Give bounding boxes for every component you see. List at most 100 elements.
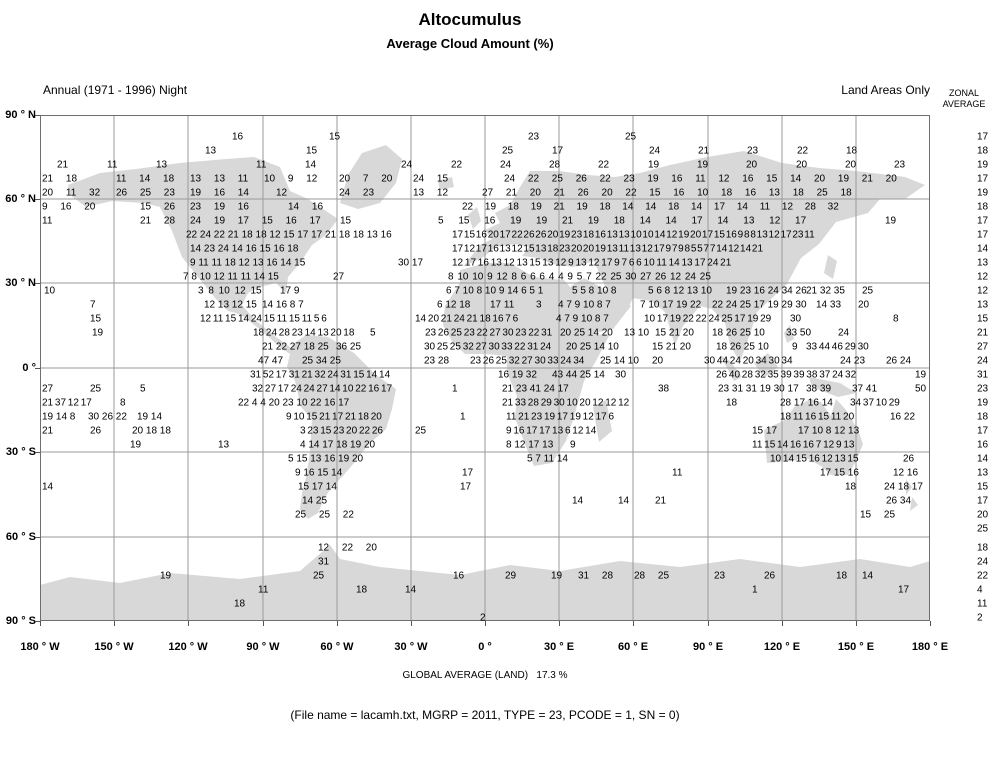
cloud-amount-value: 19	[885, 215, 897, 227]
cloud-amount-value: 28 25	[634, 570, 670, 582]
cloud-amount-value: 13	[218, 439, 230, 451]
coverage-annotation: Land Areas Only	[841, 83, 930, 97]
cloud-amount-value: 4 14 17 18 19 20	[300, 439, 376, 451]
longitude-tick	[559, 621, 560, 626]
cloud-amount-value: 23 19 16	[190, 201, 249, 213]
cloud-amount-value: 47 47	[258, 355, 284, 367]
latitude-axis-label: 30 ° S	[5, 446, 36, 458]
cloud-amount-value: 19	[130, 439, 142, 451]
cloud-amount-value: 11	[258, 584, 269, 596]
cloud-amount-value: 30	[790, 313, 802, 325]
cloud-amount-value: 25	[625, 131, 637, 143]
zonal-average-value: 13	[977, 257, 989, 269]
cloud-amount-value: 14	[305, 159, 317, 171]
zonal-average-header-line2: AVERAGE	[942, 99, 986, 109]
zonal-average-value: 15	[977, 313, 989, 325]
cloud-amount-value: 6 12 18	[437, 299, 471, 311]
cloud-amount-value: 19 14 8	[42, 411, 76, 423]
cloud-amount-value: 20	[858, 299, 870, 311]
cloud-amount-value: 9 16 20	[42, 201, 96, 213]
zonal-average-value: 17	[977, 173, 989, 185]
cloud-amount-value: 22 4 4 20 23 10 22 16 17	[238, 397, 350, 409]
cloud-amount-value: 20	[845, 159, 857, 171]
cloud-amount-value: 7 8 10 12 11 11 14 15	[183, 271, 279, 283]
cloud-amount-value: 25	[313, 570, 325, 582]
zonal-average-value: 18	[977, 411, 989, 423]
cloud-amount-value: 14 33	[816, 299, 842, 311]
cloud-amount-value: 21 37 12 17	[42, 397, 92, 409]
cloud-amount-value: 28	[549, 159, 561, 171]
cloud-amount-value: 23 26 25 32 27 30 33 24 34	[470, 355, 585, 367]
cloud-amount-value: 31	[318, 556, 330, 568]
cloud-amount-value: 9 16 17 17 13 6 12 14	[506, 425, 597, 437]
cloud-amount-value: 24 18 17	[884, 481, 923, 493]
longitude-axis-label: 150 ° E	[837, 641, 875, 653]
cloud-amount-value: 18 26 25 10	[716, 341, 769, 353]
cloud-amount-value: 23	[747, 145, 759, 157]
cloud-amount-value: 15 26	[140, 201, 176, 213]
latitude-tick	[35, 368, 40, 369]
cloud-amount-value: 12 17 16 13 12 13 15 13 12 9 13 12 17 9 …	[452, 257, 732, 269]
cloud-amount-value: 31 52 17 31 21 32 24 31 15 14 14	[250, 369, 391, 381]
cloud-amount-value: 30 25 25 32 27 30 33 22 31 24	[424, 341, 552, 353]
cloud-amount-value: 23 28	[424, 355, 450, 367]
cloud-amount-value: 11 14 18	[116, 173, 175, 185]
cloud-amount-value: 17	[898, 584, 910, 596]
latitude-axis-label: 90 ° S	[5, 615, 36, 627]
cloud-amount-value: 15	[90, 313, 102, 325]
cloud-amount-value: 14 25	[302, 495, 328, 507]
cloud-amount-value: 26	[903, 453, 915, 465]
cloud-amount-value: 14	[42, 481, 54, 493]
cloud-amount-value: 1	[752, 584, 758, 596]
cloud-amount-value: 25 25 22	[295, 509, 354, 521]
longitude-tick	[337, 621, 338, 626]
longitude-axis-label: 180 ° W	[20, 641, 60, 653]
cloud-amount-value: 5 5 8 10 8	[572, 285, 617, 297]
grid-lines	[40, 115, 930, 621]
longitude-tick	[188, 621, 189, 626]
cloud-amount-value: 43 44 25 14	[552, 369, 605, 381]
zonal-average-value: 19	[977, 187, 989, 199]
cloud-amount-value: 24	[500, 159, 512, 171]
cloud-amount-value: 25	[415, 425, 427, 437]
zonal-average-value: 17	[977, 131, 989, 143]
longitude-tick	[263, 621, 264, 626]
longitude-axis-label: 90 ° W	[246, 641, 280, 653]
cloud-amount-value: 21 32 35	[806, 285, 845, 297]
cloud-amount-value: 5	[370, 327, 376, 339]
cloud-amount-value: 19	[648, 159, 660, 171]
cloud-amount-value: 14	[862, 570, 874, 582]
longitude-axis-label: 150 ° W	[94, 641, 134, 653]
cloud-amount-value: 25	[90, 383, 102, 395]
cloud-amount-value: 4 7 9 10 8 7	[558, 299, 611, 311]
latitude-axis-label: 0 °	[22, 362, 36, 374]
cloud-amount-value: 9 16 15 14	[295, 467, 343, 479]
zonal-average-value: 18	[977, 542, 989, 554]
cloud-amount-value: 13 13 11	[190, 173, 249, 185]
cloud-amount-value: 5 7 11 14	[527, 453, 568, 465]
cloud-amount-value: 20 7 20	[339, 173, 393, 185]
cloud-amount-value: 27	[333, 271, 345, 283]
cloud-amount-value: 23	[528, 131, 540, 143]
cloud-amount-value: 15 21 20	[655, 327, 694, 339]
latitude-tick	[35, 621, 40, 622]
cloud-amount-value: 26 25 23	[116, 187, 175, 199]
cloud-amount-value: 15 17	[752, 425, 778, 437]
cloud-amount-value: 20	[796, 159, 808, 171]
cloud-amount-value: 15 17 14	[298, 481, 337, 493]
period-annotation: Annual (1971 - 1996) Night	[43, 83, 188, 97]
cloud-amount-value: 23	[714, 570, 726, 582]
zonal-average-value: 17	[977, 495, 989, 507]
cloud-amount-value: 12 16	[893, 467, 919, 479]
cloud-amount-value: 30	[615, 369, 627, 381]
latitude-tick	[35, 283, 40, 284]
longitude-tick	[485, 621, 486, 626]
longitude-tick	[856, 621, 857, 626]
cloud-amount-value: 23	[894, 159, 906, 171]
cloud-amount-value: 14 20 21 24 21 18 16 7 6	[415, 313, 519, 325]
cloud-amount-value: 22 19 18 19 21 19 18 14 14 18 14 17 14 1…	[462, 201, 839, 213]
cloud-amount-value: 21	[57, 159, 69, 171]
cloud-amount-value: 13	[156, 159, 168, 171]
cloud-amount-value: 18 11 16 15 11 20	[780, 411, 855, 423]
cloud-amount-value: 19 14	[137, 411, 163, 423]
